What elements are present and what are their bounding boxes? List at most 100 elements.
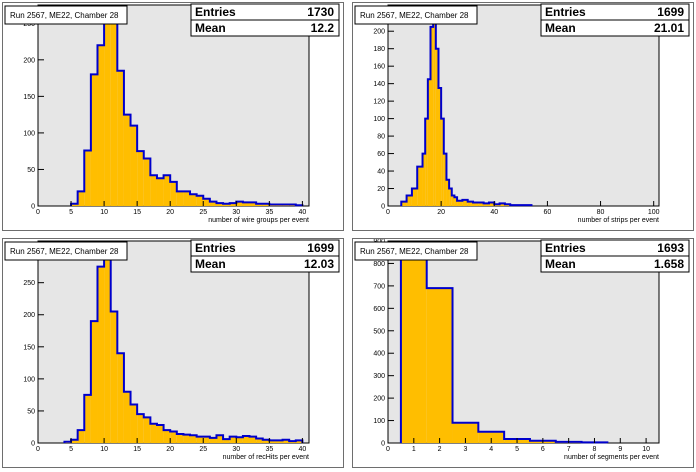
stats-mean-label: Mean: [195, 257, 226, 271]
histogram-bar: [117, 70, 124, 206]
histogram-bar: [430, 26, 434, 207]
stats-entries-value: 1699: [657, 5, 684, 19]
histogram-bar: [478, 202, 484, 206]
histogram-bar: [163, 175, 171, 206]
y-tick-label: 150: [23, 344, 35, 351]
histogram-bar: [97, 45, 105, 207]
histogram-bar: [203, 436, 210, 443]
histogram-bar: [488, 202, 495, 206]
histogram-bar: [249, 202, 257, 206]
histogram-bar: [441, 118, 444, 206]
histogram-bar: [406, 195, 412, 206]
y-tick-label: 700: [373, 283, 385, 290]
histogram-bar: [216, 203, 224, 206]
y-tick-label: 300: [373, 373, 385, 380]
histogram-bar: [256, 438, 263, 443]
x-tick-label: 30: [232, 446, 240, 453]
x-tick-label: 15: [133, 209, 141, 216]
y-tick-label: 250: [23, 280, 35, 287]
histogram-bar: [196, 195, 204, 206]
y-tick-label: 200: [373, 29, 385, 36]
histogram-bar: [183, 191, 191, 206]
histogram-bar: [223, 203, 230, 206]
x-axis-title: number of strips per event: [578, 217, 659, 224]
stats-mean-label: Mean: [195, 21, 226, 35]
histogram-bar: [123, 391, 131, 443]
histogram-pad-rechits: 0510152025303540050100150200250300number…: [2, 238, 344, 468]
x-tick-label: 4: [489, 446, 493, 453]
histogram-bar: [417, 166, 423, 206]
x-tick-label: 15: [133, 446, 141, 453]
x-tick-label: 5: [515, 446, 519, 453]
x-tick-label: 35: [265, 446, 273, 453]
histogram-bar: [71, 203, 78, 206]
x-tick-label: 40: [298, 446, 306, 453]
histogram-bar: [452, 422, 479, 443]
histogram-bar: [478, 431, 505, 443]
y-tick-label: 150: [23, 94, 35, 101]
histogram-bar: [209, 201, 217, 206]
histogram-bar: [170, 431, 177, 443]
histogram-bar: [433, 6, 436, 206]
histogram-bar: [130, 404, 138, 443]
histogram-bar: [462, 199, 468, 206]
histogram-bar: [123, 114, 131, 206]
histogram-bar: [443, 153, 447, 206]
histogram-bar: [97, 266, 105, 443]
histogram-outline: [399, 248, 609, 444]
histogram-bar: [84, 394, 91, 443]
stats-mean-value: 21.01: [654, 21, 684, 35]
histogram-bar: [156, 425, 164, 443]
x-tick-label: 6: [541, 446, 545, 453]
x-tick-label: 100: [648, 209, 660, 216]
x-tick-label: 0: [386, 209, 390, 216]
y-tick-label: 180: [373, 46, 385, 53]
stats-mean-label: Mean: [545, 21, 576, 35]
y-tick-label: 50: [27, 408, 35, 415]
title-box: [354, 241, 478, 261]
histogram-bar: [216, 435, 224, 443]
histogram-bar: [176, 191, 184, 206]
y-tick-label: 0: [381, 204, 385, 211]
histogram-bar: [223, 439, 230, 443]
histogram-bar: [451, 195, 455, 206]
histogram-bar: [454, 197, 458, 206]
histogram-bar: [71, 439, 78, 443]
y-tick-label: 40: [377, 169, 385, 176]
histogram-bar: [422, 153, 426, 206]
stats-entries-label: Entries: [195, 241, 236, 255]
x-axis-title: number of wire groups per event: [208, 217, 309, 224]
histogram-bar: [117, 353, 124, 443]
histogram-bar: [77, 430, 85, 443]
histogram-bar: [150, 175, 157, 206]
y-tick-label: 200: [23, 312, 35, 319]
histogram-svg: 0123456789100100200300400500600700800900…: [354, 239, 690, 461]
histogram-bar: [143, 417, 151, 443]
histogram-bar: [473, 202, 479, 206]
x-tick-label: 80: [597, 209, 605, 216]
y-tick-label: 500: [373, 328, 385, 335]
y-tick-label: 60: [377, 151, 385, 158]
y-tick-label: 600: [373, 306, 385, 313]
x-tick-label: 1: [412, 446, 416, 453]
x-tick-label: 9: [618, 446, 622, 453]
histogram-bar: [449, 188, 452, 206]
x-tick-label: 10: [642, 446, 650, 453]
title-box: [4, 241, 128, 261]
stats-entries-label: Entries: [545, 241, 586, 255]
x-tick-label: 20: [166, 446, 174, 453]
histogram-outline: [63, 246, 304, 443]
histogram-bar: [295, 440, 303, 443]
x-axis-title: number of segments per event: [564, 454, 659, 461]
histogram-bar: [110, 17, 118, 207]
histogram-bar: [229, 436, 237, 443]
x-tick-label: 35: [265, 209, 273, 216]
x-tick-label: 10: [100, 209, 108, 216]
histogram-bar: [203, 198, 210, 206]
y-tick-label: 200: [23, 57, 35, 64]
histogram-bar: [163, 430, 171, 443]
histogram-bar: [229, 203, 237, 206]
histogram-bar: [262, 203, 270, 206]
